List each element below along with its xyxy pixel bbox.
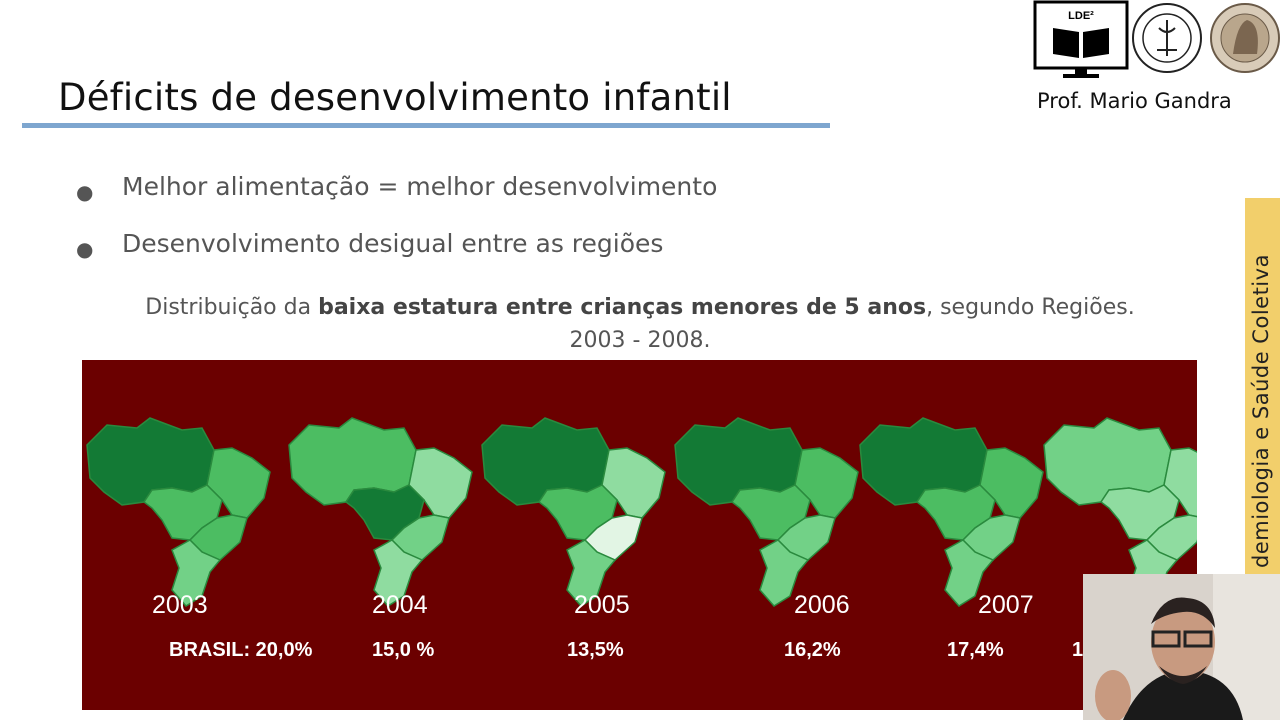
caption-prefix: Distribuição da (145, 295, 319, 320)
title-underline (22, 123, 830, 128)
lde-logo: LDE² (1033, 0, 1129, 78)
map-percent-label: 15,0 % (372, 639, 434, 661)
brazil-map-2005 (481, 417, 666, 607)
bullet-dot-icon: ● (76, 180, 94, 204)
map-region (171, 539, 222, 607)
map-percent-label: 1 (1072, 639, 1083, 661)
map-year-label: 2004 (372, 591, 428, 619)
map-region (566, 539, 617, 607)
brazil-map-2003 (86, 417, 271, 607)
side-banner-text: demiologia e Saúde Coletiva (1249, 254, 1273, 568)
faculty-seal-icon (1132, 3, 1202, 73)
map-year-label: 2005 (574, 591, 630, 619)
author-name: Prof. Mario Gandra (1037, 89, 1232, 113)
university-seal-icon (1210, 3, 1280, 73)
lde-logo-text: LDE² (1068, 10, 1094, 22)
bullet-text: Melhor alimentação = melhor desenvolvime… (122, 172, 718, 201)
map-region (759, 539, 810, 607)
map-percent-label: 16,2% (784, 639, 841, 661)
map-percent-label: BRASIL: 20,0% (169, 639, 313, 661)
map-year-label: 2003 (152, 591, 208, 619)
bullet-dot-icon: ● (76, 237, 94, 261)
bullet-text: Desenvolvimento desigual entre as regiõe… (122, 229, 664, 258)
map-region (944, 539, 995, 607)
brazil-map-2007 (859, 417, 1044, 607)
map-percent-label: 13,5% (567, 639, 624, 661)
brazil-map-2004 (288, 417, 473, 607)
header-logos: LDE² (1033, 0, 1280, 80)
map-percent-label: 17,4% (947, 639, 1004, 661)
map-region (373, 539, 424, 607)
caption-bold: baixa estatura entre crianças menores de… (318, 295, 927, 320)
map-year-label: 2007 (978, 591, 1034, 619)
maps-figure: 2003 BRASIL: 20,0% 2004 15,0 % 2005 13,5% 2006… (82, 360, 1197, 710)
brazil-map-2006 (674, 417, 859, 607)
side-banner: demiologia e Saúde Coletiva (1245, 198, 1280, 578)
caption-years: 2003 - 2008. (569, 328, 711, 353)
map-year-label: 2006 (794, 591, 850, 619)
caption-suffix: , segundo Regiões. (926, 295, 1135, 320)
figure-caption: Distribuição da baixa estatura entre cri… (40, 291, 1240, 357)
page-title: Déficits de desenvolvimento infantil (58, 76, 732, 119)
presenter-webcam (1083, 574, 1280, 720)
